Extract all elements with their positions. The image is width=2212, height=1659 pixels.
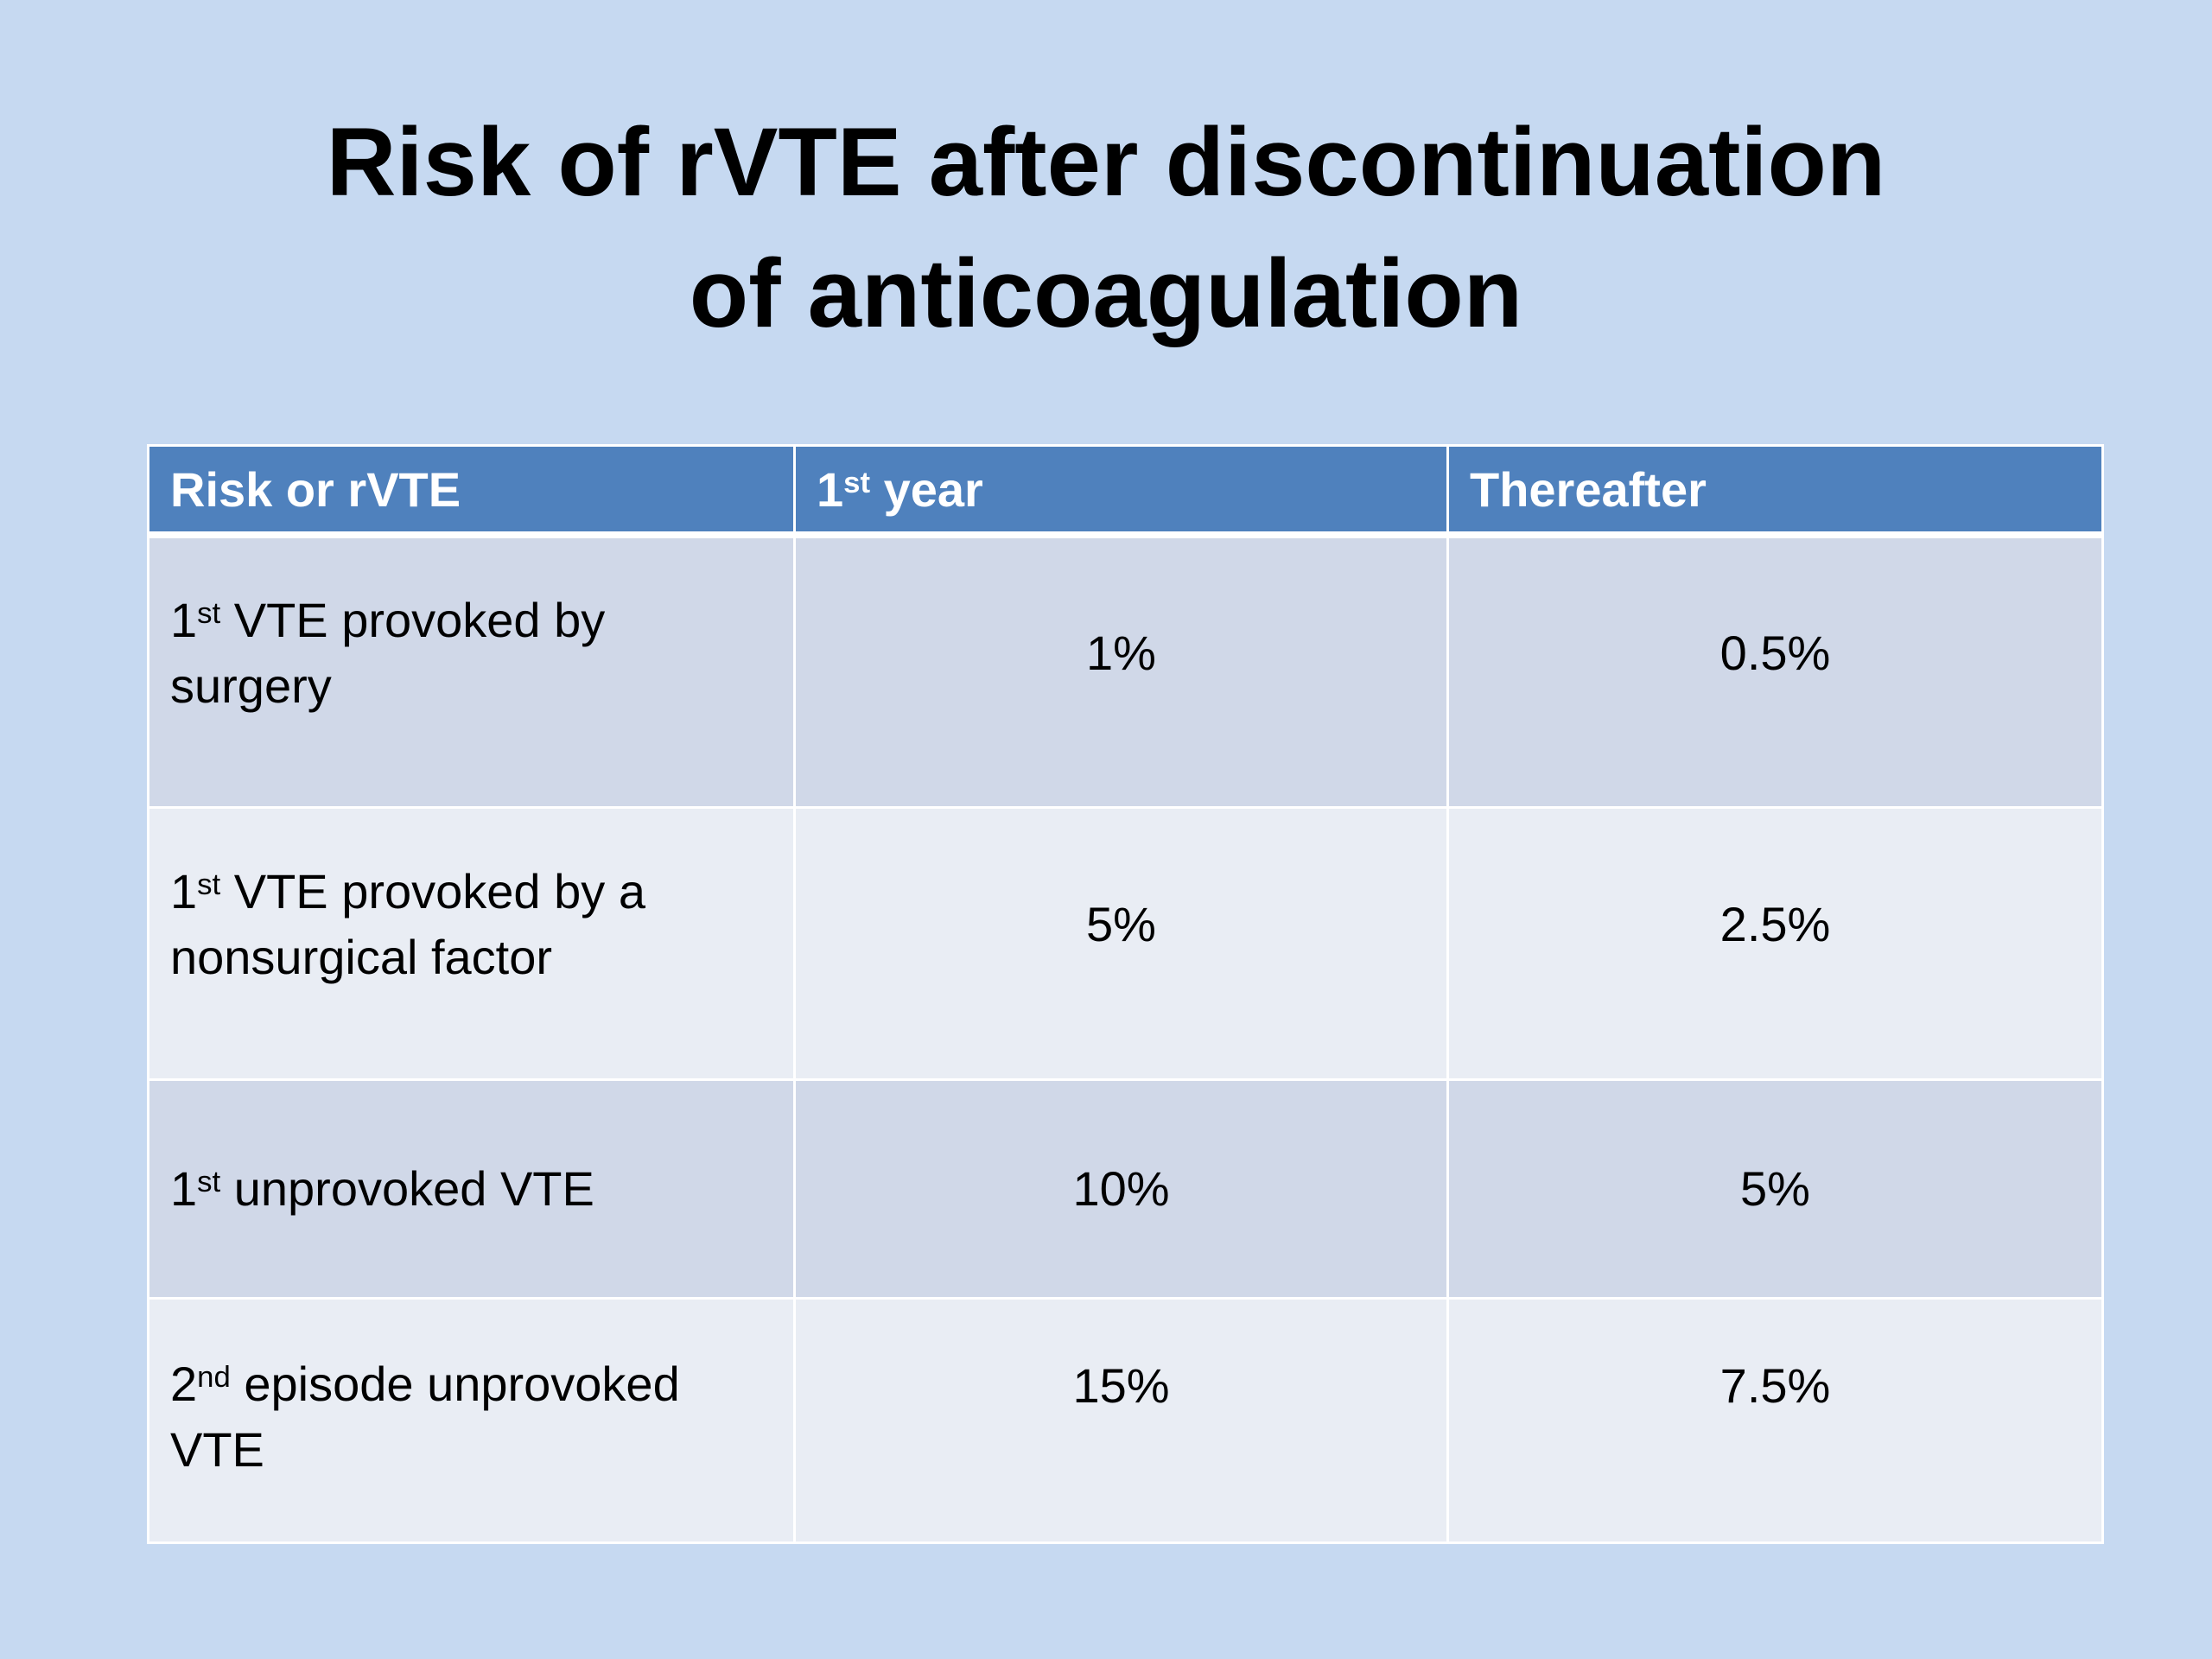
slide-title-line-2: of anticoagulation [689,239,1523,347]
row-label: 1st unprovoked VTE [147,1078,796,1300]
thereafter-value: 0.5% [1446,533,2104,809]
thereafter-value: 5% [1446,1078,2104,1300]
header-first-year: 1st year [793,444,1449,538]
row-label: 1st VTE provoked by surgery [147,533,796,809]
table-row: 2nd episode unprovoked VTE 15% 7.5% [147,1297,2104,1544]
header-risk: Risk or rVTE [147,444,796,538]
table-row: 1st unprovoked VTE 10% 5% [147,1078,2104,1300]
row-label: 2nd episode unprovoked VTE [147,1297,796,1544]
table-row: 1st VTE provoked by a nonsurgical factor… [147,806,2104,1081]
row-label: 1st VTE provoked by a nonsurgical factor [147,806,796,1081]
table-row: 1st VTE provoked by surgery 1% 0.5% [147,533,2104,809]
slide-title-line-1: Risk of rVTE after discontinuation [326,108,1886,216]
first-year-value: 5% [793,806,1449,1081]
first-year-value: 15% [793,1297,1449,1544]
thereafter-value: 7.5% [1446,1297,2104,1544]
first-year-value: 10% [793,1078,1449,1300]
risk-table: Risk or rVTE 1st year Thereafter 1st VTE… [147,444,2104,1544]
table-header-row: Risk or rVTE 1st year Thereafter [147,444,2104,538]
thereafter-value: 2.5% [1446,806,2104,1081]
header-thereafter: Thereafter [1446,444,2104,538]
slide-title: Risk of rVTE after discontinuation of an… [0,97,2212,359]
first-year-value: 1% [793,533,1449,809]
